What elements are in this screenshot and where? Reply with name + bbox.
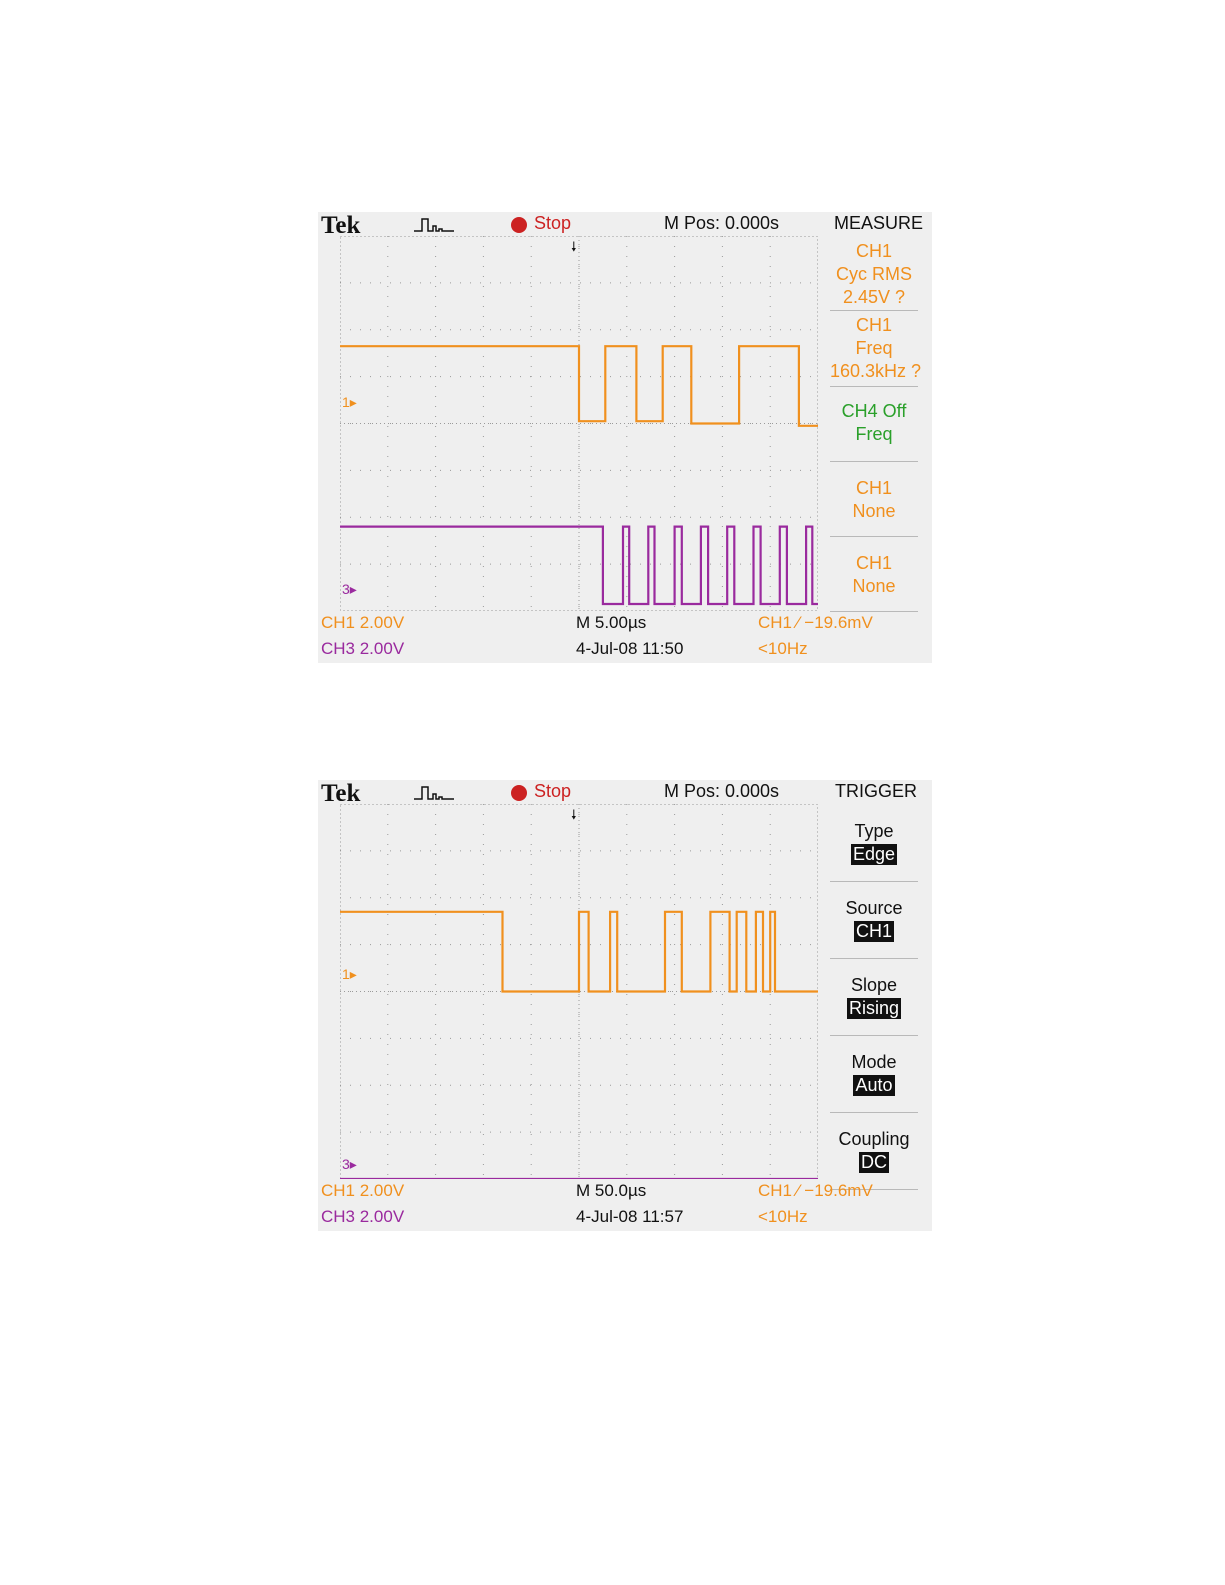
waveform-display: 1▸ 3▸ [340, 236, 818, 611]
ch1-ground-marker: 1▸ [342, 966, 357, 982]
run-status: Stop [534, 213, 572, 233]
timebase: M 5.00µs [576, 613, 647, 632]
trigger-frequency: <10Hz [758, 1207, 808, 1226]
ch3-ground-marker: 3▸ [342, 1156, 357, 1172]
ch3-scale: CH3 2.00V [321, 1207, 405, 1226]
ch3-scale: CH3 2.00V [321, 639, 405, 658]
waveform-plot [340, 804, 818, 1179]
measure-slot-2[interactable]: CH1 Freq 160.3kHz ? [830, 312, 921, 387]
trigger-level: CH1 ⁄ −19.6mV [758, 613, 873, 632]
ch1-trace [340, 910, 818, 993]
menu-title: TRIGGER [834, 781, 917, 801]
trigger-type-value: Edge [850, 844, 898, 865]
timestamp: 4-Jul-08 11:57 [576, 1207, 684, 1226]
run-status: Stop [534, 781, 572, 801]
measure-slot-5[interactable]: CH1 None [830, 538, 918, 612]
measure-slot-4[interactable]: CH1 None [830, 463, 918, 537]
trigger-source-button[interactable]: Source CH1 [830, 883, 918, 959]
trigger-type-button[interactable]: Type Edge [830, 804, 918, 882]
m-pos: M Pos: 0.000s [664, 781, 780, 801]
stop-dot-icon [511, 217, 527, 233]
ch1-ground-marker: 1▸ [342, 394, 357, 410]
trigger-level: CH1 ⁄ −19.6mV [758, 1181, 873, 1200]
trigger-slope-button[interactable]: Slope Rising [830, 960, 918, 1036]
ch3-trace [340, 525, 818, 606]
menu-title: MEASURE [834, 213, 924, 233]
brand-logo: Tek [321, 780, 361, 807]
acquisition-pulse-icon [414, 216, 454, 239]
ch1-scale: CH1 2.00V [321, 613, 405, 632]
brand-logo: Tek [321, 212, 361, 239]
waveform-plot [340, 236, 818, 611]
trigger-mode-value: Auto [853, 1075, 895, 1096]
m-pos: M Pos: 0.000s [664, 213, 780, 233]
measure-slot-1[interactable]: CH1 Cyc RMS 2.45V ? [830, 236, 918, 311]
oscilloscope-screen-2: Tek Stop M Pos: 0.000s TRIGGER 🠗 1▸ 3▸ T… [318, 780, 932, 1231]
graticule-border [340, 236, 818, 611]
timestamp: 4-Jul-08 11:50 [576, 639, 684, 658]
waveform-display: 1▸ 3▸ [340, 804, 818, 1179]
trigger-mode-button[interactable]: Mode Auto [830, 1037, 918, 1113]
timebase: M 50.0µs [576, 1181, 647, 1200]
ch1-scale: CH1 2.00V [321, 1181, 405, 1200]
trigger-position-arrow-icon: 🠗 [571, 807, 577, 822]
trigger-frequency: <10Hz [758, 639, 808, 658]
oscilloscope-screen-1: Tek Stop M Pos: 0.000s MEASURE 🠗 1▸ 3▸ C… [318, 212, 932, 663]
ch1-trace [340, 345, 818, 427]
trigger-slope-value: Rising [846, 998, 902, 1019]
measure-slot-3[interactable]: CH4 Off Freq [830, 388, 918, 462]
ch3-ground-marker: 3▸ [342, 581, 357, 597]
stop-dot-icon [511, 785, 527, 801]
trigger-coupling-value: DC [859, 1152, 889, 1173]
trigger-coupling-button[interactable]: Coupling DC [830, 1114, 918, 1190]
acquisition-pulse-icon [414, 784, 454, 807]
trigger-source-value: CH1 [853, 921, 894, 942]
trigger-position-arrow-icon: 🠗 [571, 239, 577, 254]
